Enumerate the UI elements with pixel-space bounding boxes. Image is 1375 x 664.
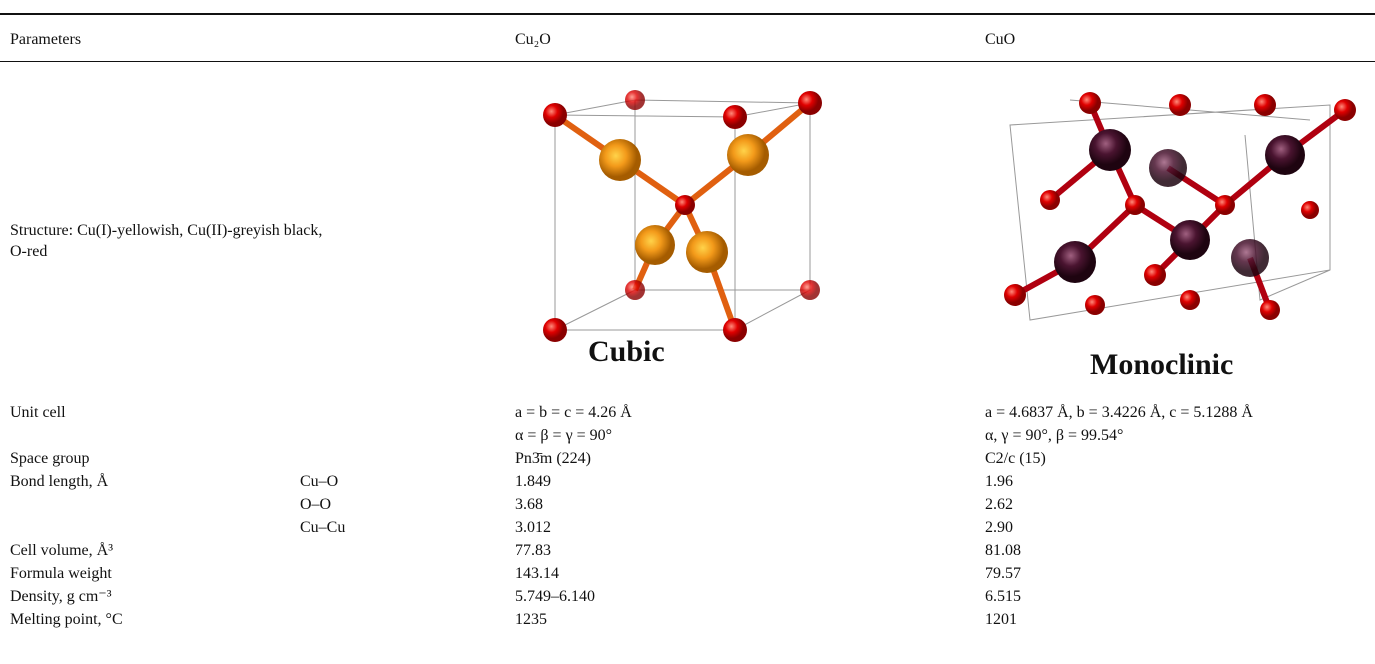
row-label: Cell volume, Å³ [10,542,114,559]
cu2o-cell: α = β = γ = 90° [515,427,613,444]
header-cell: Cu₂O [515,31,551,48]
cuo-cell: a = 4.6837 Å, b = 3.4226 Å, c = 5.1288 Å [985,404,1253,421]
cuo-cell: 6.515 [985,588,1021,605]
cuo-cell: 1.96 [985,473,1013,490]
cu2o-cell: 1.849 [515,473,551,490]
sub-label: Cu–O [300,473,339,490]
cu2o-cell: Pn3̄m (224) [515,450,591,467]
cu2o-cell: 3.68 [515,496,543,513]
header-cell: CuO [985,31,1016,48]
sub-label: Cu–Cu [300,519,346,536]
cu2o-cell: 77.83 [515,542,551,559]
cubic-structure [543,90,822,342]
cu2o-cell: 5.749–6.140 [515,588,595,605]
structure-label: Structure: Cu(I)-yellowish, Cu(II)-greyi… [10,222,323,260]
structure-caption: Cubic [588,335,665,368]
cuo-cell: 2.62 [985,496,1013,513]
row-label: Density, g cm⁻³ [10,588,112,605]
cu2o-cell: a = b = c = 4.26 Å [515,404,632,421]
cuo-cell: 1201 [985,611,1017,628]
sub-label: O–O [300,496,332,513]
monoclinic-structure [1004,92,1356,321]
cuo-cell: 79.57 [985,565,1021,582]
row-label: Formula weight [10,565,112,582]
header-cell: Parameters [10,31,82,48]
cu2o-cell: 3.012 [515,519,551,536]
top-rule [0,13,1375,15]
cuo-cell: 81.08 [985,542,1021,559]
row-label: Bond length, Å [10,473,109,490]
row-label: Unit cell [10,404,66,421]
cuo-cell: C2/c (15) [985,450,1046,467]
cu2o-cell: 143.14 [515,565,559,582]
cuo-cell: 2.90 [985,519,1013,536]
header-rule [0,61,1375,62]
cu2o-cell: 1235 [515,611,547,628]
row-label: Melting point, °C [10,611,123,628]
cuo-cell: α, γ = 90°, β = 99.54° [985,427,1124,444]
row-label: Space group [10,450,90,467]
structure-caption: Monoclinic [1090,348,1234,381]
